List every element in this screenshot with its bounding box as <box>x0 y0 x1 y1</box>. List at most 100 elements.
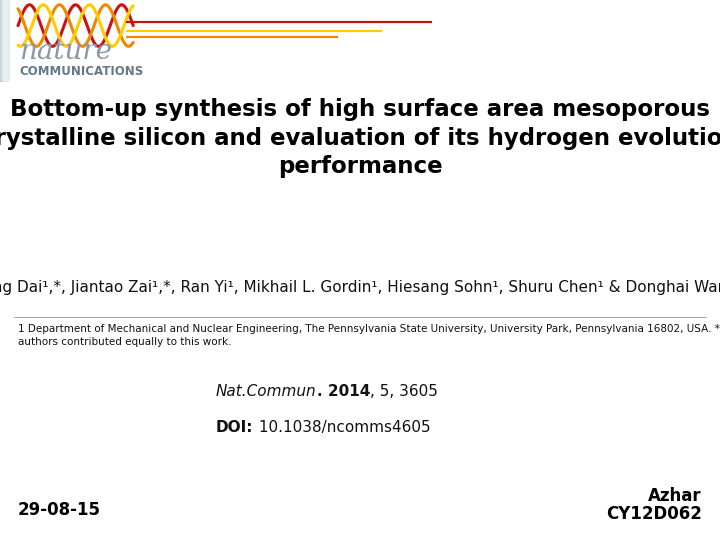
Bar <box>1 0 6 80</box>
Bar <box>3 0 7 80</box>
Bar <box>0 0 4 80</box>
Text: , 5, 3605: , 5, 3605 <box>370 383 438 399</box>
Bar <box>1 0 6 80</box>
Bar <box>3 0 7 80</box>
Text: Bottom-up synthesis of high surface area mesoporous
crystalline silicon and eval: Bottom-up synthesis of high surface area… <box>0 98 720 178</box>
Bar <box>2 0 6 80</box>
Bar <box>1 0 6 80</box>
Bar <box>3 0 7 80</box>
Bar <box>4 0 8 80</box>
Bar <box>2 0 6 80</box>
Bar <box>2 0 6 80</box>
Bar <box>4 0 7 80</box>
Bar <box>2 0 6 80</box>
Bar <box>2 0 6 80</box>
Bar <box>1 0 6 80</box>
Bar <box>1 0 5 80</box>
Bar <box>3 0 7 80</box>
Bar <box>3 0 7 80</box>
Bar <box>1 0 6 80</box>
Bar <box>2 0 6 80</box>
Bar <box>4 0 8 80</box>
Bar <box>1 0 6 80</box>
Bar <box>3 0 7 80</box>
Bar <box>3 0 7 80</box>
Bar <box>2 0 6 80</box>
Text: Nat.Commun: Nat.Commun <box>216 383 317 399</box>
Bar <box>2 0 6 80</box>
Bar <box>1 0 6 80</box>
Bar <box>1 0 6 80</box>
Bar <box>1 0 6 80</box>
Bar <box>3 0 7 80</box>
Bar <box>0 0 4 80</box>
Bar <box>3 0 7 80</box>
Bar <box>1 0 5 80</box>
Bar <box>1 0 6 80</box>
Bar <box>2 0 6 80</box>
Bar <box>1 0 6 80</box>
Bar <box>2 0 6 80</box>
Bar <box>4 0 8 80</box>
Bar <box>4 0 8 80</box>
Bar <box>3 0 7 80</box>
Bar <box>2 0 6 80</box>
Bar <box>2 0 6 80</box>
Bar <box>2 0 6 80</box>
Bar <box>1 0 5 80</box>
Bar <box>4 0 8 80</box>
Bar <box>0 0 4 80</box>
Bar <box>0 0 4 80</box>
Bar <box>3 0 7 80</box>
Bar <box>1 0 5 80</box>
Bar <box>3 0 7 80</box>
Bar <box>1 0 6 80</box>
Bar <box>2 0 6 80</box>
Bar <box>0 0 4 80</box>
Bar <box>2 0 6 80</box>
Bar <box>1 0 6 80</box>
Bar <box>3 0 7 80</box>
Bar <box>1 0 5 80</box>
Bar <box>1 0 5 80</box>
Bar <box>0 0 4 80</box>
Bar <box>1 0 5 80</box>
Bar <box>1 0 5 80</box>
Bar <box>2 0 6 80</box>
Bar <box>1 0 6 80</box>
Bar <box>4 0 8 80</box>
Bar <box>0 0 4 80</box>
Bar <box>2 0 6 80</box>
Bar <box>2 0 6 80</box>
Bar <box>1 0 5 80</box>
Text: nature: nature <box>19 38 112 65</box>
Bar <box>3 0 7 80</box>
Bar <box>1 0 6 80</box>
Bar <box>1 0 6 80</box>
Bar <box>1 0 5 80</box>
Bar <box>4 0 8 80</box>
Text: 1 Department of Mechanical and Nuclear Engineering, The Pennsylvania State Unive: 1 Department of Mechanical and Nuclear E… <box>18 324 720 347</box>
Bar <box>3 0 7 80</box>
Bar <box>3 0 7 80</box>
Bar <box>2 0 6 80</box>
Bar <box>1 0 5 80</box>
Text: Azhar: Azhar <box>649 488 702 505</box>
Bar <box>1 0 6 80</box>
Bar <box>3 0 7 80</box>
Bar <box>4 0 8 80</box>
Bar <box>2 0 6 80</box>
Bar <box>2 0 6 80</box>
Bar <box>2 0 6 80</box>
Bar <box>2 0 6 80</box>
Bar <box>1 0 6 80</box>
Bar <box>4 0 8 80</box>
Bar <box>3 0 7 80</box>
Text: . 2014: . 2014 <box>317 383 370 399</box>
Bar <box>0 0 4 80</box>
Bar <box>1 0 5 80</box>
Bar <box>0 0 4 80</box>
Bar <box>3 0 7 80</box>
Bar <box>3 0 7 80</box>
Bar <box>1 0 6 80</box>
